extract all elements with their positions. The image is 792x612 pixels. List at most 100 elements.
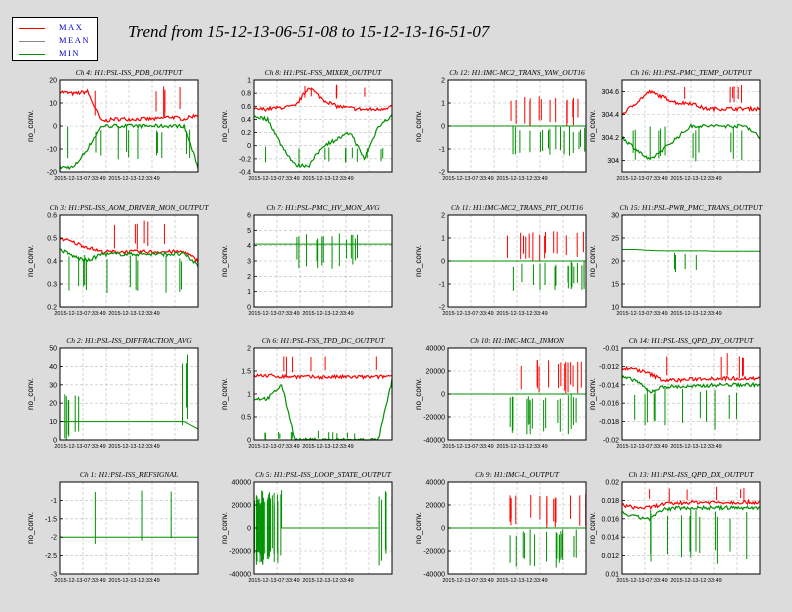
y-tick-label: 15 (611, 282, 619, 289)
chart-panel: Ch 15: H1:PSL-PWR_PMC_TRANS_OUTPUT 10 15 20… (588, 203, 763, 317)
y-tick-label: -0.2 (239, 156, 251, 163)
x-tick-label: 2015-12-13-07:33:49 (248, 311, 299, 317)
y-tick-label: 0.2 (241, 130, 251, 137)
min-line (621, 375, 761, 394)
y-tick-label: 0.8 (241, 91, 251, 98)
panel-title: Ch 14: H1:PSL-ISS_QPD_DY_OUTPUT (629, 336, 754, 345)
chart-panel: Ch 4: H1:PSL-ISS_PDB_OUTPUT -20 -10 0 10 20 no… (26, 68, 199, 182)
series-group (253, 84, 393, 169)
y-axis-label: no_conv. (588, 245, 597, 277)
chart-panel: Ch 7: H1:PSL-PMC_HV_MON_AVG 0 1 2 3 4 5 6 no_con… (220, 203, 393, 317)
legend-item-min: MIN (17, 48, 97, 61)
series-group (59, 86, 199, 171)
y-axis-label: no_conv. (588, 512, 597, 544)
y-tick-label: -0.018 (599, 419, 619, 426)
mean-line (60, 421, 199, 430)
chart-panel: Ch 16: H1:PSL-PMC_TEMP_OUTPUT 304 304.2 304… (588, 68, 761, 182)
y-tick-label: 0.02 (605, 480, 619, 487)
x-tick-label: 2015-12-13-07:33:49 (442, 578, 493, 584)
panel-title: Ch 12: H1:IMC-MC2_TRANS_YAW_OUT16 (449, 68, 585, 77)
y-tick-label: 0 (441, 124, 445, 131)
y-tick-label: 0 (53, 124, 57, 131)
x-tick-label: 2015-12-13-12:33:49 (302, 311, 353, 317)
y-tick-label: 20 (49, 401, 57, 408)
y-tick-label: 10 (611, 305, 619, 312)
y-tick-label: 1 (247, 392, 251, 399)
y-axis-label: no_conv. (414, 512, 423, 544)
max-line (621, 365, 761, 383)
y-tick-label: 50 (49, 346, 57, 353)
max-line (253, 373, 392, 381)
y-axis-label: no_conv. (26, 110, 35, 142)
legend-label-mean: MEAN (59, 35, 91, 45)
y-tick-label: -0.4 (239, 170, 251, 177)
y-tick-label: -40000 (423, 438, 445, 445)
series-group (448, 96, 586, 156)
panel-title: Ch 8: H1:PSL-FSS_MIXER_OUTPUT (265, 68, 382, 77)
plot-frame (59, 347, 199, 441)
y-tick-label: 30 (611, 213, 619, 220)
y-tick-label: 40000 (426, 346, 446, 353)
y-axis-label: no_conv. (414, 245, 423, 277)
x-tick-label: 2015-12-13-07:33:49 (616, 311, 667, 317)
panel-title: Ch 16: H1:PSL-PMC_TEMP_OUTPUT (630, 68, 752, 77)
x-tick-label: 2015-12-13-07:33:49 (442, 444, 493, 450)
y-axis-label: no_conv. (588, 378, 597, 410)
series-group (621, 353, 761, 430)
y-axis-label: no_conv. (26, 378, 35, 410)
x-tick-label: 2015-12-13-12:33:49 (302, 444, 353, 450)
plot-frame (621, 347, 761, 441)
y-tick-label: 40000 (232, 480, 252, 487)
y-tick-label: -0.01 (603, 346, 619, 353)
x-tick-label: 2015-12-13-12:33:49 (496, 311, 547, 317)
min-line (59, 123, 199, 171)
y-axis-label: no_conv. (220, 512, 229, 544)
x-tick-label: 2015-12-13-12:33:49 (670, 176, 721, 182)
x-tick-label: 2015-12-13-12:33:49 (108, 444, 159, 450)
min-line (253, 114, 393, 169)
y-axis-label: no_conv. (220, 110, 229, 142)
y-tick-label: 2 (247, 274, 251, 281)
y-tick-label: -2 (439, 305, 445, 312)
y-tick-label: 0.6 (241, 104, 251, 111)
panel-title: Ch 2: H1:PSL-ISS_DIFFRACTION_AVG (66, 336, 192, 345)
y-tick-label: 304.6 (601, 89, 619, 96)
y-tick-label: 0.016 (601, 516, 619, 523)
y-tick-label: 30 (49, 382, 57, 389)
y-tick-label: 2 (441, 78, 445, 85)
series-group (622, 249, 760, 273)
x-tick-label: 2015-12-13-07:33:49 (616, 176, 667, 182)
plot-frame (621, 79, 761, 173)
x-tick-label: 2015-12-13-12:33:49 (496, 578, 547, 584)
y-tick-label: 20000 (426, 369, 446, 376)
y-tick-label: -3 (51, 572, 57, 579)
y-tick-label: 3 (247, 259, 251, 266)
y-tick-label: 304 (607, 158, 619, 165)
panel-title: Ch 11: H1:IMC-MC2_TRANS_PIT_OUT16 (451, 203, 583, 212)
y-tick-label: 1 (247, 78, 251, 85)
chart-panel: Ch 9: H1:IMC-L_OUTPUT -40000 -20000 0 20000 4… (414, 470, 587, 584)
panel-title: Ch 5: H1:PSL-ISS_LOOP_STATE_OUTPUT (255, 470, 392, 479)
series-group (60, 354, 199, 440)
y-tick-label: 0.2 (47, 305, 57, 312)
panel-title: Ch 1: H1:PSL-ISS_REFSIGNAL (80, 470, 178, 479)
y-tick-label: 304.2 (601, 135, 619, 142)
x-tick-label: 2015-12-13-12:33:49 (670, 578, 721, 584)
y-tick-label: 20000 (232, 503, 252, 510)
y-tick-label: -2 (51, 535, 57, 542)
chart-panel: Ch 14: H1:PSL-ISS_QPD_DY_OUTPUT -0.02 -0.0… (588, 336, 761, 450)
y-tick-label: 0.4 (241, 117, 251, 124)
y-tick-label: 0 (441, 392, 445, 399)
legend-line-max (19, 28, 45, 29)
legend-label-max: MAX (59, 22, 84, 32)
x-tick-label: 2015-12-13-12:33:49 (670, 444, 721, 450)
y-tick-label: -40000 (229, 572, 251, 579)
panel-title: Ch 15: H1:PSL-PWR_PMC_TRANS_OUTPUT (620, 203, 764, 212)
y-axis-label: no_conv. (220, 245, 229, 277)
x-tick-label: 2015-12-13-12:33:49 (302, 578, 353, 584)
x-tick-label: 2015-12-13-07:33:49 (248, 578, 299, 584)
y-tick-label: -0.016 (599, 401, 619, 408)
max-line (621, 89, 761, 115)
x-tick-label: 2015-12-13-12:33:49 (108, 578, 159, 584)
